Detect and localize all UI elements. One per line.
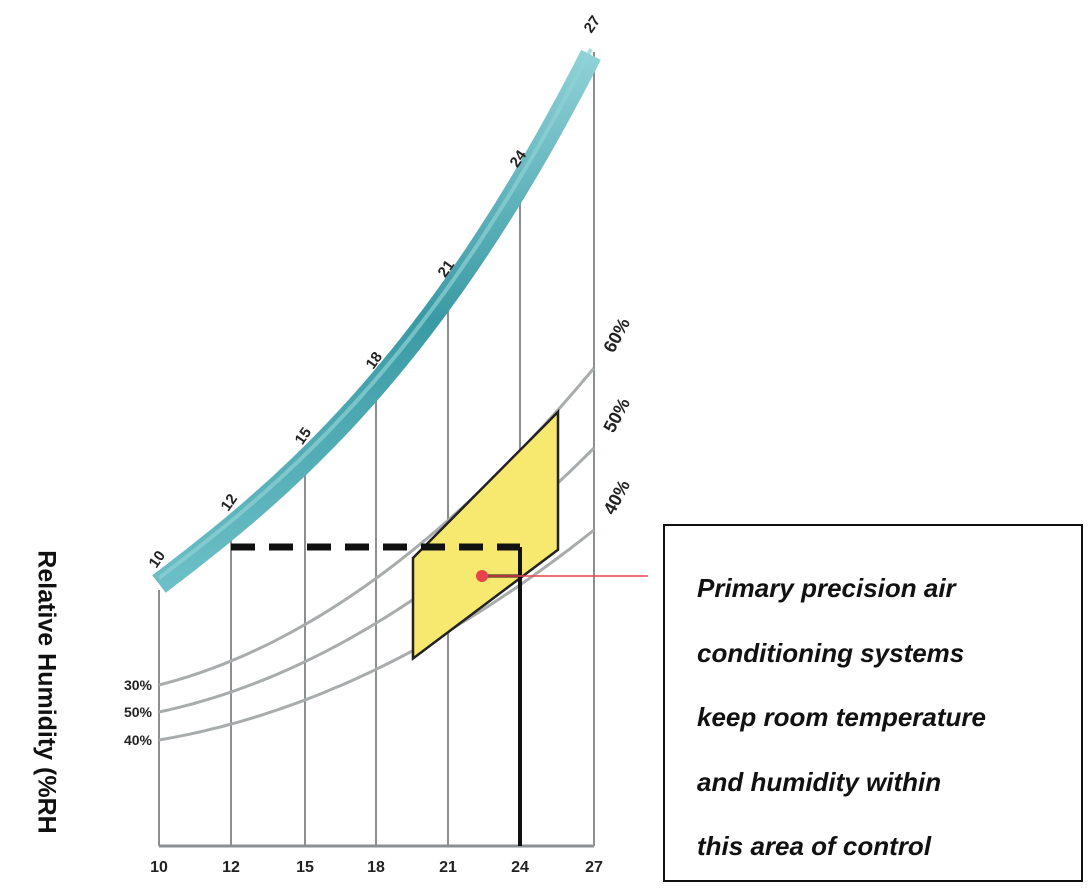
- saturation-curve-highlight: [157, 47, 593, 580]
- y-axis-label: Relative Humidity (%RH: [32, 550, 61, 834]
- saturation-label-21: 21: [435, 257, 458, 280]
- saturation-label-12: 12: [218, 491, 241, 514]
- setpoint-dot: [476, 570, 488, 582]
- saturation-label-18: 18: [363, 349, 386, 372]
- control-area: [411, 408, 560, 662]
- rh-left-label-50: 50%: [124, 704, 153, 720]
- x-tick-label-10: 10: [150, 859, 168, 876]
- saturation-label-15: 15: [292, 424, 315, 447]
- x-tick-label-15: 15: [296, 859, 314, 876]
- callout-line-4: and humidity within: [697, 766, 942, 797]
- x-tick-label-21: 21: [439, 859, 457, 876]
- reference-lines: [231, 543, 648, 846]
- saturation-curve: [152, 49, 601, 593]
- rh-right-label-50: 50%: [599, 395, 634, 436]
- rh-left-label-40: 40%: [124, 732, 153, 748]
- callout-line-2: conditioning systems: [697, 637, 965, 668]
- rh-left-label-60: 30%: [124, 677, 153, 693]
- callout-line-3: keep room temperature: [697, 702, 986, 732]
- control-area-group: [411, 408, 560, 662]
- tick-labels: 10 12 15 18 21 24 271012151821242730%60%50%50%…: [124, 13, 634, 876]
- callout-line-5: this area of control: [697, 831, 932, 861]
- callout-line-1: Primary precision air: [697, 573, 956, 603]
- x-tick-label-24: 24: [511, 859, 529, 876]
- rh-right-label-40: 40%: [599, 477, 634, 518]
- x-tick-label-18: 18: [367, 859, 385, 876]
- saturation-label-27: 27: [581, 13, 604, 36]
- saturation-label-10: 10: [146, 548, 169, 571]
- x-tick-label-12: 12: [222, 859, 240, 876]
- rh-right-label-60: 60%: [599, 315, 634, 356]
- x-tick-label-27: 27: [585, 859, 603, 876]
- saturation-curve-group: [152, 47, 601, 593]
- callout-box: Primary precision air conditioning syste…: [663, 524, 1083, 882]
